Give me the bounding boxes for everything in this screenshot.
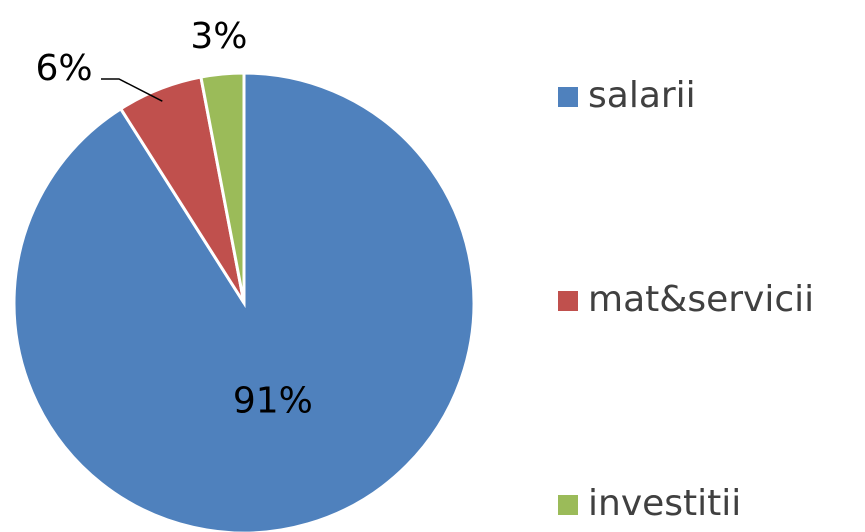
data-label: 6% xyxy=(35,48,92,89)
legend-swatch xyxy=(558,291,578,311)
legend-label: mat&servicii xyxy=(588,279,814,320)
data-label: 3% xyxy=(190,16,247,57)
legend-swatch xyxy=(558,495,578,515)
data-label: 91% xyxy=(233,380,313,421)
pie-slice xyxy=(199,71,246,304)
legend-label: investitii xyxy=(588,483,741,524)
leader-line xyxy=(101,78,163,102)
legend-swatch xyxy=(558,87,578,107)
legend-label: salarii xyxy=(588,75,696,116)
